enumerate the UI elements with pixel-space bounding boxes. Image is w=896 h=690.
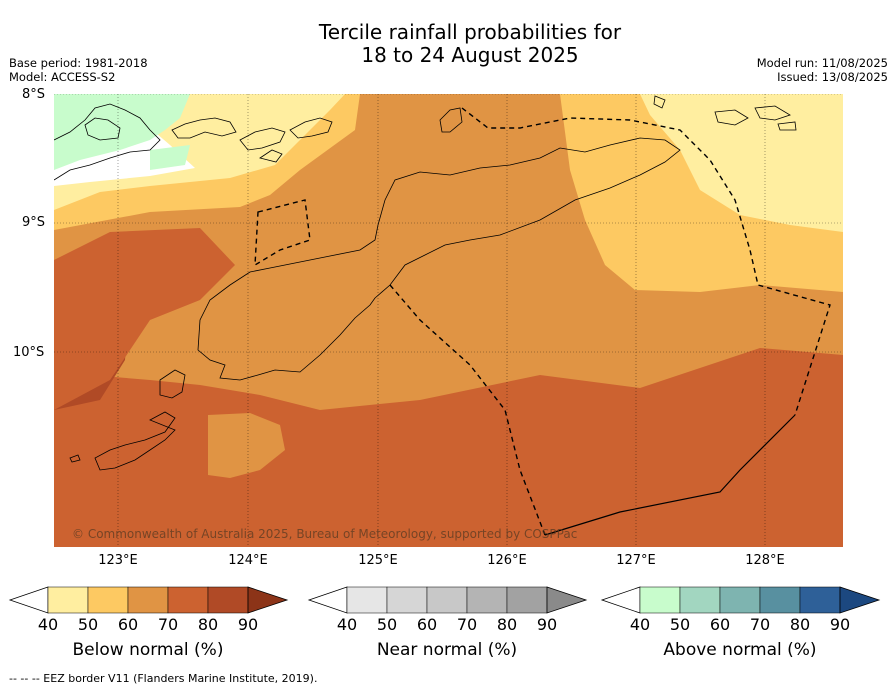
lon-label-127e: 127°E bbox=[616, 553, 656, 568]
cbar-near-tick: 40 bbox=[336, 615, 358, 634]
cbar-near-tick: 80 bbox=[496, 615, 518, 634]
cbar-above-tick: 50 bbox=[669, 615, 691, 634]
cbar-above-tick: 40 bbox=[629, 615, 651, 634]
zone-60-70-north bbox=[425, 94, 440, 100]
cbar-above-tick: 90 bbox=[829, 615, 851, 634]
colorbar-above-title: Above normal (%) bbox=[663, 640, 817, 660]
colorbar-near-title: Near normal (%) bbox=[376, 640, 518, 660]
probability-field bbox=[54, 94, 843, 547]
meta-right: Model run: 11/08/2025 Issued: 13/08/2025 bbox=[757, 56, 888, 84]
cbar-above-tick: 70 bbox=[749, 615, 771, 634]
lat-label-9s: 9°S bbox=[22, 215, 46, 230]
colorbar-below-title: Below normal (%) bbox=[72, 640, 224, 660]
coastlines bbox=[54, 95, 797, 471]
colorbar-near bbox=[307, 586, 588, 614]
graticule bbox=[54, 94, 843, 547]
cbar-below-tick: 50 bbox=[77, 615, 99, 634]
cbar-near-tick: 70 bbox=[456, 615, 478, 634]
lon-label-126e: 126°E bbox=[487, 553, 527, 568]
cbar-below-tick: 40 bbox=[37, 615, 59, 634]
zone-above-normal bbox=[54, 94, 190, 170]
zone-above-normal-east bbox=[150, 145, 190, 170]
colorbar-above bbox=[600, 586, 881, 614]
cbar-near-tick: 50 bbox=[376, 615, 398, 634]
colorbar-below bbox=[8, 586, 289, 614]
cbar-below-tick: 90 bbox=[237, 615, 259, 634]
cbar-above-tick: 60 bbox=[709, 615, 731, 634]
map-title-line1: Tercile rainfall probabilities for bbox=[318, 20, 622, 44]
lon-label-124e: 124°E bbox=[228, 553, 268, 568]
zone-70-80-west bbox=[54, 228, 235, 410]
issued-text: Issued: 13/08/2025 bbox=[777, 70, 888, 84]
base-period-text: Base period: 1981-2018 bbox=[9, 56, 148, 70]
lat-label-8s: 8°S bbox=[22, 87, 46, 102]
cbar-below-tick: 70 bbox=[157, 615, 179, 634]
cbar-near-tick: 90 bbox=[536, 615, 558, 634]
zone-60-70-south bbox=[208, 413, 285, 478]
copyright-text: © Commonwealth of Australia 2025, Bureau… bbox=[72, 527, 578, 541]
eez-border bbox=[254, 107, 831, 536]
map-title-line2: 18 to 24 August 2025 bbox=[361, 43, 579, 67]
lat-label-10s: 10°S bbox=[13, 345, 45, 360]
model-run-text: Model run: 11/08/2025 bbox=[756, 56, 888, 70]
meta-left: Base period: 1981-2018 Model: ACCESS-S2 bbox=[9, 56, 148, 84]
model-text: Model: ACCESS-S2 bbox=[9, 70, 116, 84]
zone-40-50-east bbox=[640, 94, 843, 232]
cbar-above-tick: 80 bbox=[789, 615, 811, 634]
lon-label-128e: 128°E bbox=[745, 553, 785, 568]
eez-border-solid bbox=[544, 414, 796, 536]
cbar-below-tick: 80 bbox=[197, 615, 219, 634]
cbar-near-tick: 60 bbox=[416, 615, 438, 634]
lon-label-125e: 125°E bbox=[358, 553, 398, 568]
lon-label-123e: 123°E bbox=[98, 553, 138, 568]
eez-footer-note: -- -- -- EEZ border V11 (Flanders Marine… bbox=[9, 672, 318, 685]
cbar-below-tick: 60 bbox=[117, 615, 139, 634]
